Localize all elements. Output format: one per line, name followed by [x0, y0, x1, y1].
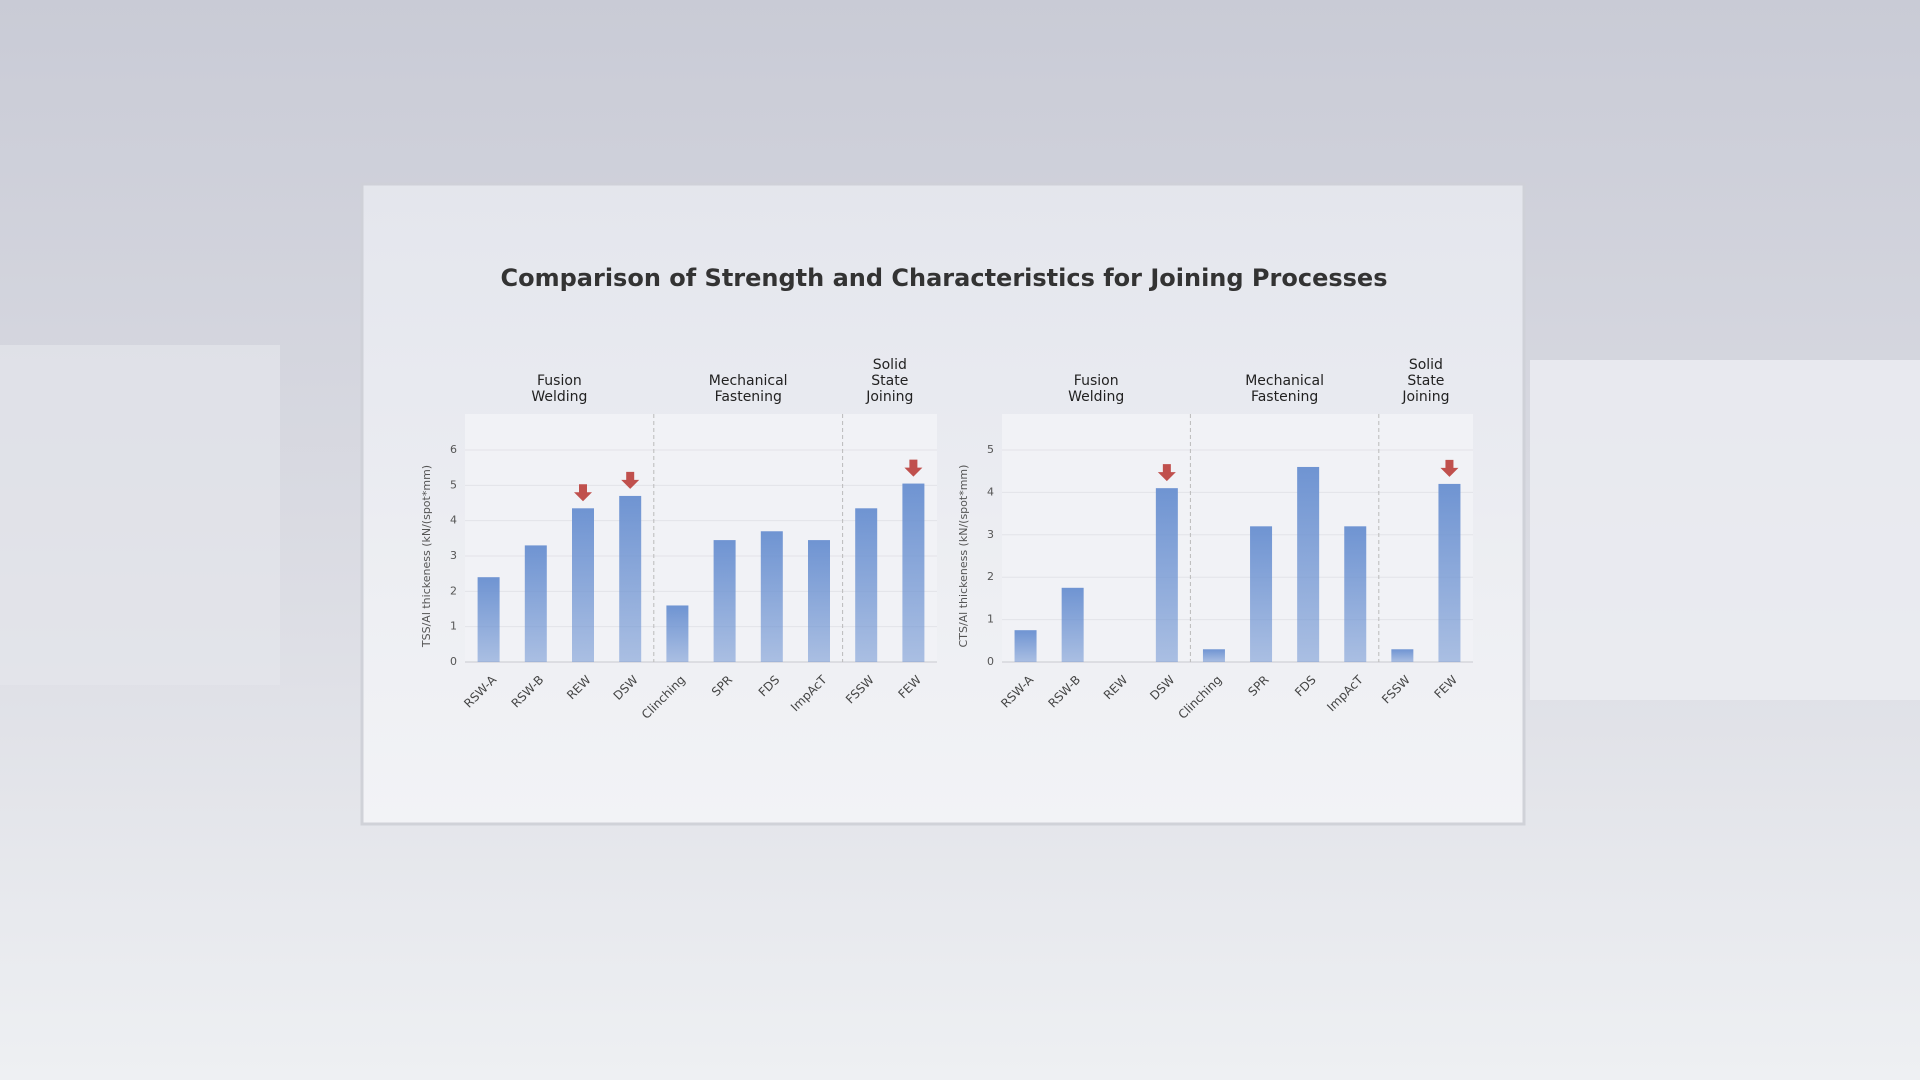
y-tick-label: 4 — [987, 485, 994, 498]
group-label: Mechanical — [1245, 373, 1324, 389]
bar — [1344, 526, 1367, 662]
y-tick-label: 2 — [987, 570, 994, 583]
bar — [1014, 630, 1037, 662]
bar — [1202, 649, 1225, 662]
bar — [808, 540, 830, 662]
highlight-arrow — [574, 484, 592, 502]
bar — [666, 605, 689, 662]
group-label: Mechanical — [709, 373, 788, 389]
y-axis-label: TSS/Al thickeness (kN/(spot*mm) — [420, 465, 433, 648]
bar — [1391, 649, 1414, 662]
bar — [713, 540, 736, 662]
y-tick-label: 3 — [987, 528, 994, 541]
bar — [477, 577, 500, 662]
group-label: Welding — [1068, 389, 1124, 405]
highlight-arrow — [904, 459, 923, 477]
highlight-arrow — [621, 471, 640, 489]
bar — [572, 508, 594, 662]
bar — [902, 483, 925, 662]
y-tick-label: 1 — [987, 613, 994, 626]
highlight-arrow — [1440, 459, 1459, 477]
group-label: Welding — [531, 389, 587, 405]
group-label: Joining — [1401, 389, 1449, 405]
y-tick-label: 5 — [450, 478, 457, 491]
bar — [619, 495, 642, 662]
bar — [760, 531, 783, 662]
y-tick-label: 6 — [450, 443, 457, 456]
y-tick-label: 0 — [987, 655, 994, 668]
bar — [1297, 466, 1320, 662]
bar — [524, 545, 547, 662]
group-label: Solid — [1409, 357, 1443, 373]
bar — [1155, 488, 1178, 662]
side-panel — [1530, 360, 1920, 700]
bar — [1061, 587, 1084, 662]
y-tick-label: 0 — [450, 655, 457, 668]
side-panel — [0, 345, 280, 685]
y-tick-label: 1 — [450, 620, 457, 633]
bar — [1250, 526, 1273, 662]
group-label: Fastening — [715, 389, 782, 405]
highlight-arrow — [1157, 464, 1176, 482]
group-label: Fusion — [537, 373, 582, 389]
y-tick-label: 5 — [987, 443, 994, 456]
group-label: Fastening — [1251, 389, 1318, 405]
y-tick-label: 4 — [450, 514, 457, 527]
group-label: Joining — [865, 389, 913, 405]
bar — [855, 508, 878, 662]
group-label: State — [1407, 373, 1444, 389]
y-tick-label: 3 — [450, 549, 457, 562]
group-label: Fusion — [1074, 373, 1119, 389]
y-tick-label: 2 — [450, 584, 457, 597]
y-axis-label: CTS/Al thickeness (kN/(spot*mm) — [957, 465, 970, 648]
title: Comparison of Strength and Characteristi… — [501, 264, 1388, 292]
bar — [1438, 483, 1461, 662]
group-label: State — [871, 373, 908, 389]
group-label: Solid — [873, 357, 907, 373]
